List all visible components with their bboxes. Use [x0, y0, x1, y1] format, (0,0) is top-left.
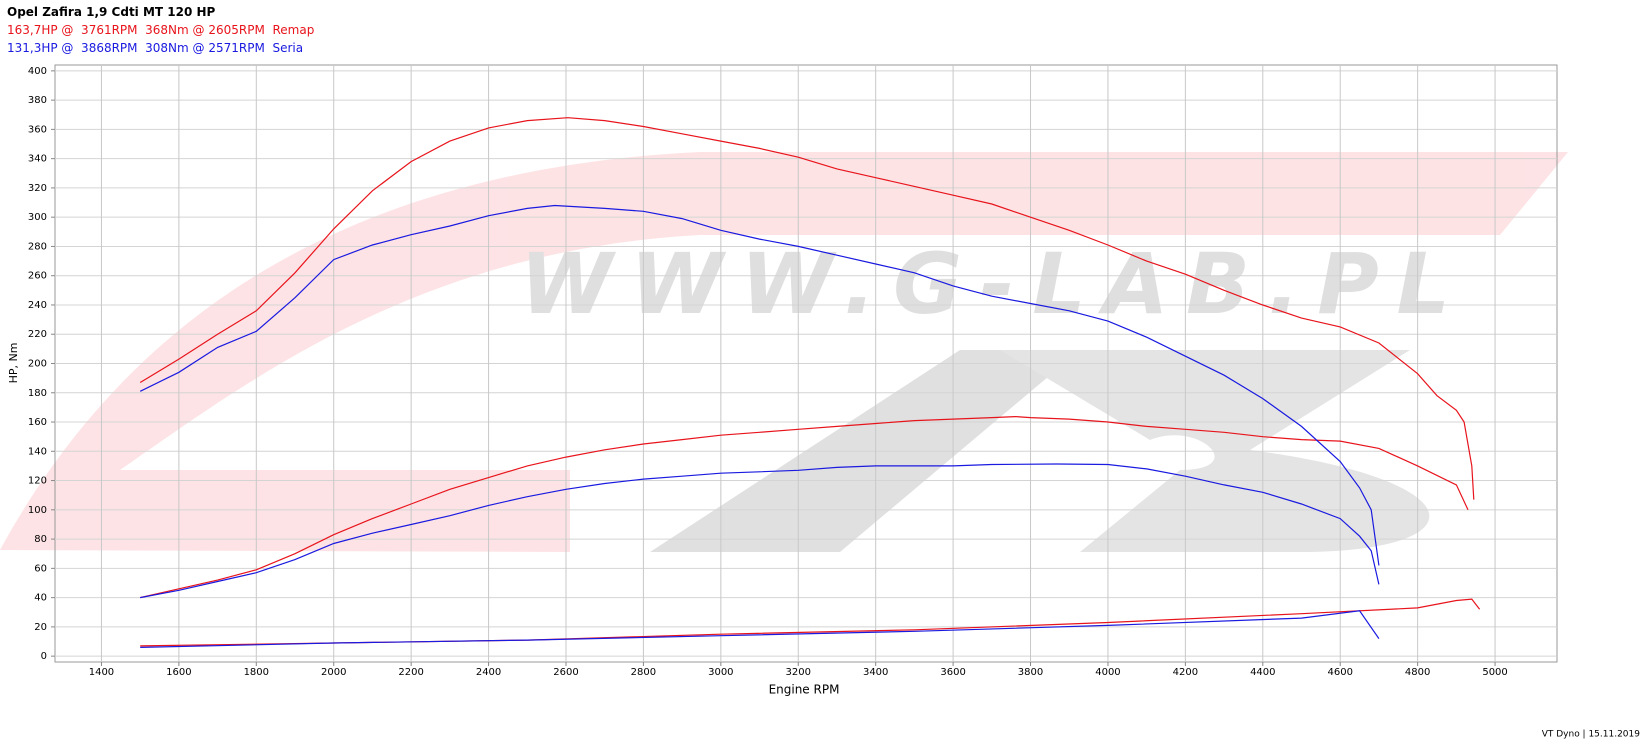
x-tick-label: 1400	[89, 667, 114, 678]
y-tick-label: 320	[28, 183, 47, 194]
y-tick-label: 280	[28, 241, 47, 252]
x-tick-label: 3000	[708, 667, 733, 678]
x-axis-label: Engine RPM	[769, 683, 840, 697]
x-tick-label: 3400	[863, 667, 888, 678]
y-tick-label: 240	[28, 300, 47, 311]
torque-line	[139, 204, 1380, 566]
x-tick-label: 4200	[1173, 667, 1198, 678]
y-tick-label: 40	[34, 593, 47, 604]
y-tick-label: 80	[34, 534, 47, 545]
y-tick-label: 340	[28, 154, 47, 165]
y-tick-label: 0	[41, 651, 47, 662]
y-tick-label: 200	[28, 359, 47, 370]
torque-line	[139, 117, 1475, 500]
y-tick-label: 220	[28, 329, 47, 340]
legend-entry: 131,3HP @ 3868RPM 308Nm @ 2571RPM Seria	[7, 41, 303, 55]
legend-summary: 163,7HP @ 3761RPM 368Nm @ 2605RPM	[7, 23, 265, 37]
power-line	[140, 415, 1469, 599]
x-tick-label: 4800	[1405, 667, 1430, 678]
watermark: WWW.G-LAB.PL	[0, 152, 1568, 552]
y-tick-label: 100	[28, 505, 47, 516]
power-line	[140, 463, 1380, 599]
watermark-text: WWW.G-LAB.PL	[520, 235, 1450, 333]
y-tick-label: 180	[28, 388, 47, 399]
legend-entry: 163,7HP @ 3761RPM 368Nm @ 2605RPM Remap	[7, 23, 314, 37]
y-tick-label: 400	[28, 66, 47, 77]
x-tick-label: 2400	[476, 667, 501, 678]
x-tick-label: 4400	[1250, 667, 1275, 678]
y-tick-label: 20	[34, 622, 47, 633]
chart-title: Opel Zafira 1,9 Cdti MT 120 HP	[7, 5, 216, 19]
legend-label: Remap	[272, 23, 315, 37]
loss-line	[140, 598, 1481, 647]
footer: VT Dyno | 15.11.2019	[1542, 730, 1641, 740]
watermark-shape	[0, 152, 1568, 552]
x-tick-label: 3200	[786, 667, 811, 678]
loss-line	[140, 610, 1380, 648]
y-tick-label: 160	[28, 417, 47, 428]
y-tick-label: 60	[34, 563, 47, 574]
x-tick-label: 1600	[166, 667, 191, 678]
y-tick-label: 120	[28, 476, 47, 487]
legend-summary: 131,3HP @ 3868RPM 308Nm @ 2571RPM	[7, 41, 265, 55]
y-tick-label: 260	[28, 271, 47, 282]
y-axis-label: HP, Nm	[7, 343, 20, 384]
x-tick-label: 2800	[631, 667, 656, 678]
x-tick-label: 4000	[1095, 667, 1120, 678]
y-tick-label: 140	[28, 446, 47, 457]
x-tick-label: 2200	[398, 667, 423, 678]
y-tick-label: 380	[28, 95, 47, 106]
x-tick-label: 4600	[1327, 667, 1352, 678]
x-tick-label: 2600	[553, 667, 578, 678]
x-tick-label: 3600	[940, 667, 965, 678]
x-tick-label: 1800	[244, 667, 269, 678]
x-tick-label: 2000	[321, 667, 346, 678]
x-tick-label: 3800	[1018, 667, 1043, 678]
x-tick-label: 5000	[1482, 667, 1507, 678]
legend-label: Seria	[272, 41, 304, 55]
y-tick-label: 300	[28, 212, 47, 223]
y-tick-label: 360	[28, 124, 47, 135]
